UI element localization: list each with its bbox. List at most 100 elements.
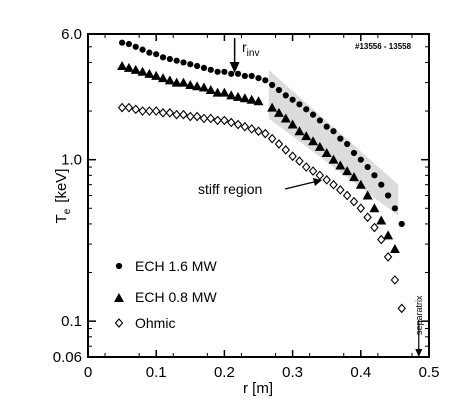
ech-0-8-point [198, 82, 209, 92]
y-axis-label: Te [keV] [53, 169, 73, 224]
ech-0-8-point [158, 73, 169, 83]
legend-label-ohmic: Ohmic [135, 315, 175, 331]
ech-1-6-point [221, 68, 228, 75]
ech-1-6-point [187, 61, 194, 68]
ohmic-point [247, 124, 256, 134]
x-tick-label: 0 [84, 364, 92, 381]
ohmic-point [315, 170, 325, 181]
ech-0-8-point [233, 91, 244, 101]
ohmic-point [302, 162, 311, 172]
ech-1-6-point [241, 72, 248, 80]
ech-0-8-point [389, 243, 400, 253]
y-tick-label: 0.1 [61, 313, 82, 330]
ohmic-point [363, 212, 372, 223]
ech-1-6-point [323, 123, 330, 130]
ech-1-6-point [166, 55, 173, 63]
x-tick-label: 0.1 [146, 364, 167, 381]
legend-label-ech-0-8: ECH 0.8 MW [135, 289, 217, 305]
ech-0-8-point [342, 166, 353, 176]
rinv-label-sub: inv [247, 48, 260, 59]
ohmic-point [206, 113, 215, 124]
ech-0-8-point [123, 62, 134, 72]
ech-1-6-point [207, 66, 214, 73]
rinv-label-main: r [242, 39, 247, 55]
shot-number-label: #13556 - 13558 [355, 42, 412, 51]
y-tick-label: 6.0 [61, 26, 82, 43]
ech-0-8-point [301, 131, 312, 141]
ech-1-6-point [180, 59, 187, 66]
ohmic-point [267, 133, 277, 144]
ech-1-6-point [303, 106, 310, 113]
ech-1-6-point [337, 135, 344, 142]
ech-0-8-point [321, 147, 332, 157]
ech-0-8-point [348, 172, 359, 182]
ech-1-6-point [119, 39, 126, 46]
ech-1-6-point [275, 86, 283, 94]
x-tick-label: 0.2 [214, 364, 235, 381]
ech-1-6-point [139, 46, 146, 53]
stiff-region-shading [268, 69, 399, 216]
ech-1-6-point [296, 101, 303, 108]
ohmic-point [322, 175, 331, 185]
ech-0-8-point [376, 215, 387, 225]
ohmic-point [186, 111, 195, 122]
x-axis-label: r [m] [243, 380, 273, 397]
legend-label-ech-1-6: ECH 1.6 MW [135, 258, 217, 274]
y-axis-label-unit: [keV] [53, 169, 70, 203]
ech-0-8-point [219, 87, 230, 97]
ech-1-6-point [350, 149, 358, 157]
ech-0-8-point [253, 96, 264, 106]
ech-0-8-point [246, 94, 257, 104]
x-tick-label: 0.4 [350, 364, 371, 381]
ech-1-6-point [262, 77, 269, 84]
ohmic-point [377, 234, 386, 245]
ohmic-point [151, 106, 161, 116]
x-tick-label: 0.3 [282, 364, 303, 381]
ech-1-6-point [146, 49, 153, 56]
ech-0-8-point [178, 77, 189, 87]
ech-0-8-point [328, 154, 339, 164]
ech-0-8-point [151, 70, 162, 80]
ech-0-8-point [267, 102, 278, 112]
ech-1-6-point [371, 172, 378, 179]
x-tick-labels: 0 0.1 0.2 0.3 0.4 0.5 [84, 364, 440, 381]
ech-1-6-point [200, 64, 208, 72]
svg-text:Te[keV]: Te [keV] [53, 169, 73, 224]
ech-1-6-point [173, 57, 180, 64]
legend-marker-shape [114, 318, 124, 328]
ech-0-8-point [335, 160, 346, 170]
ech-1-6-point [194, 62, 201, 70]
ech-1-6-point [248, 72, 255, 80]
ohmic-point [199, 113, 209, 124]
legend: ECH 1.6 MW ECH 0.8 MW Ohmic [114, 258, 217, 331]
rinv-label: rinv [242, 39, 259, 59]
ohmic-point [124, 102, 134, 113]
ohmic-point [349, 196, 359, 207]
ohmic-point [213, 115, 222, 126]
ech-1-6-point [282, 92, 289, 99]
ech-1-6-point [398, 220, 405, 228]
legend-marker-ech-0-8 [114, 293, 124, 302]
ohmic-point [192, 111, 202, 122]
axis-ticks [87, 33, 430, 358]
ohmic-point [383, 252, 393, 262]
ech-1-6-point [159, 54, 167, 61]
ohmic-point [308, 166, 318, 176]
y-tick-label: 0.06 [53, 349, 82, 366]
ohmic-point [165, 107, 175, 118]
ech-0-8-point [226, 90, 237, 100]
data-points [117, 39, 406, 314]
ech-1-6-point [269, 81, 276, 89]
y-axis-label-main: T [53, 214, 70, 223]
ech-0-8-point [212, 87, 223, 97]
ohmic-point [390, 275, 400, 285]
ech-1-6-point [153, 51, 160, 58]
ohmic-point [288, 151, 297, 162]
ohmic-point [117, 102, 127, 113]
ohmic-point [233, 119, 243, 130]
ech-1-6-point [125, 40, 133, 48]
legend-marker-shape [114, 293, 124, 302]
ech-0-8-point [308, 136, 319, 146]
ech-0-8-point [294, 126, 305, 136]
